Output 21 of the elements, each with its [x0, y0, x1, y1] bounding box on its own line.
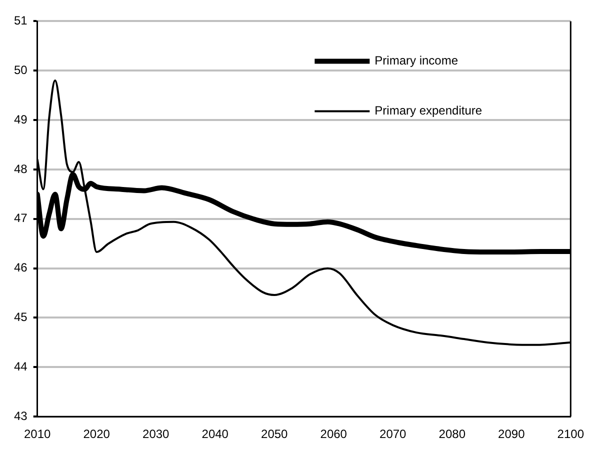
y-tick-label: 48 [14, 162, 28, 176]
y-tick-label: 50 [14, 62, 28, 77]
x-tick-label: 2020 [83, 427, 110, 442]
x-tick-label: 2030 [142, 427, 170, 442]
legend-label: Primary expenditure [374, 104, 482, 118]
x-tick-label: 2040 [202, 427, 229, 442]
x-tick-label: 2090 [498, 427, 526, 442]
x-tick-label: 2010 [24, 427, 52, 442]
x-tick-label: 2100 [557, 427, 584, 442]
x-tick-label: 2060 [320, 427, 348, 442]
y-tick-label: 49 [14, 112, 28, 126]
y-tick-label: 44 [14, 359, 28, 374]
y-tick-label: 46 [14, 260, 28, 275]
x-tick-label: 2050 [261, 427, 288, 442]
y-tick-label: 45 [14, 310, 28, 324]
legend-label: Primary income [374, 54, 458, 68]
x-tick-label: 2080 [438, 427, 466, 442]
y-tick-label: 43 [14, 408, 28, 423]
x-tick-label: 2070 [380, 427, 407, 442]
y-tick-label: 51 [14, 14, 28, 28]
y-tick-label: 47 [14, 211, 28, 226]
